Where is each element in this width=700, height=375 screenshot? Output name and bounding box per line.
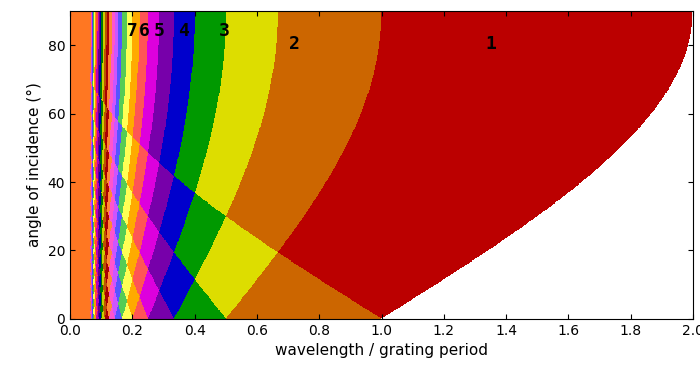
Text: 7: 7 (127, 21, 138, 39)
Text: 6: 6 (139, 21, 149, 39)
X-axis label: wavelength / grating period: wavelength / grating period (275, 343, 488, 358)
Text: 2: 2 (289, 35, 300, 53)
Text: 3: 3 (219, 21, 230, 39)
Y-axis label: angle of incidence (°): angle of incidence (°) (27, 82, 42, 248)
Text: 4: 4 (178, 21, 189, 39)
Text: 1: 1 (485, 35, 496, 53)
Text: 5: 5 (153, 21, 164, 39)
